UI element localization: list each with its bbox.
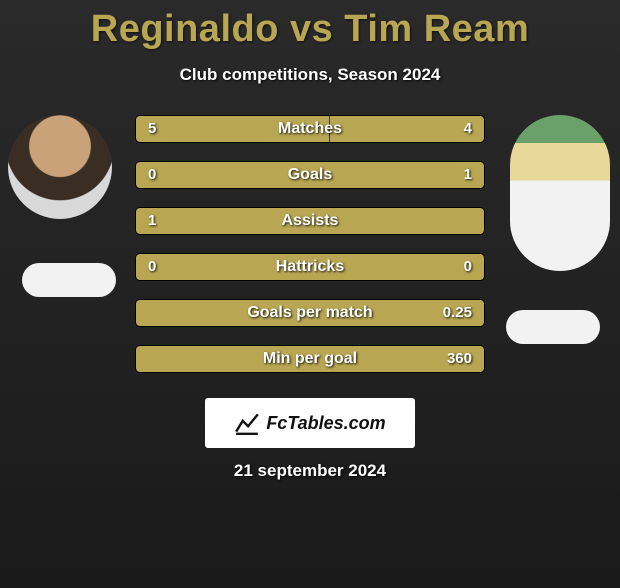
stat-row: Goals per match0.25 (135, 299, 485, 327)
bar-fill-right (330, 116, 485, 142)
bar-value-right: 360 (447, 350, 472, 367)
bar-fill-right (136, 346, 484, 372)
date-text: 21 september 2024 (0, 461, 620, 481)
bar-fill-right (310, 254, 484, 280)
player-flag-left (22, 263, 116, 297)
player-photo-right (510, 115, 610, 271)
stat-row: Min per goal360 (135, 345, 485, 373)
bar-value-left: 0 (148, 258, 156, 275)
page-title: Reginaldo vs Tim Ream (0, 8, 620, 51)
bar-fill-right (199, 162, 484, 188)
stat-row: Assists1 (135, 207, 485, 235)
bar-value-right: 0.25 (443, 304, 472, 321)
bar-fill-left (136, 162, 199, 188)
stat-row: Goals01 (135, 161, 485, 189)
bar-fill-right (136, 300, 484, 326)
bar-value-right: 4 (464, 120, 472, 137)
bar-fill-left (136, 208, 484, 234)
bar-value-left: 1 (148, 212, 156, 229)
bar-value-right: 1 (464, 166, 472, 183)
chart-icon (234, 410, 260, 436)
bar-fill-left (136, 254, 310, 280)
bar-value-left: 0 (148, 166, 156, 183)
player-photo-left (8, 115, 112, 219)
stat-bars: Matches54Goals01Assists1Hattricks00Goals… (135, 115, 485, 391)
stat-row: Matches54 (135, 115, 485, 143)
stat-row: Hattricks00 (135, 253, 485, 281)
player-flag-right (506, 310, 600, 344)
bar-value-left: 5 (148, 120, 156, 137)
page-subtitle: Club competitions, Season 2024 (0, 65, 620, 85)
branding-text: FcTables.com (266, 413, 385, 434)
branding-badge: FcTables.com (205, 398, 415, 448)
bar-fill-left (136, 116, 329, 142)
bar-value-right: 0 (464, 258, 472, 275)
